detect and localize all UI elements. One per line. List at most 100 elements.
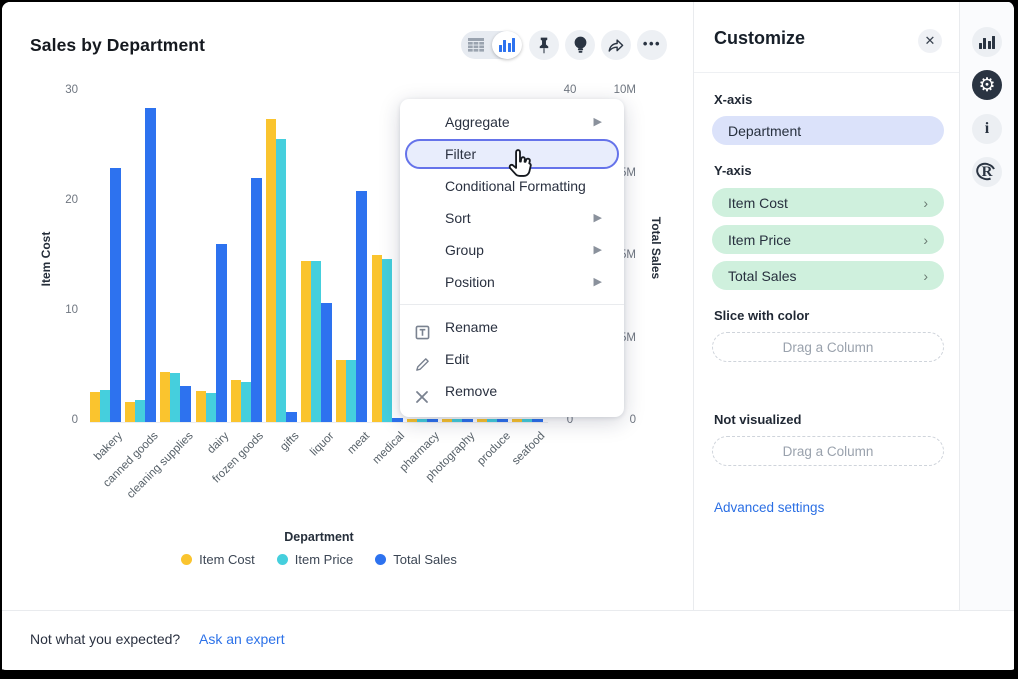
insights-button[interactable]	[565, 30, 595, 60]
bar-item-price[interactable]	[381, 259, 392, 422]
bar-item-cost[interactable]	[336, 360, 347, 422]
bar-item-cost[interactable]	[442, 419, 452, 422]
legend-label: Item Cost	[199, 552, 255, 567]
legend-item[interactable]: Total Sales	[375, 552, 457, 567]
share-button[interactable]	[601, 30, 631, 60]
y-axis-column-pill[interactable]: Item Cost ›	[712, 188, 944, 217]
ask-an-expert-link[interactable]: Ask an expert	[199, 631, 285, 647]
table-view-icon[interactable]	[461, 31, 491, 59]
legend-dot	[181, 554, 193, 565]
not-visualized-drop-zone[interactable]: Drag a Column	[712, 436, 944, 466]
menu-item-group[interactable]: Group ▶	[400, 234, 624, 266]
icon-rail: ⚙ i R	[959, 2, 1014, 610]
bar-item-price[interactable]	[135, 400, 146, 422]
bar-total-sales[interactable]	[215, 244, 227, 422]
x-tick-label: cleaning supplies	[125, 430, 196, 501]
bar-total-sales[interactable]	[286, 412, 297, 422]
bar-total-sales[interactable]	[462, 419, 473, 422]
close-button[interactable]: ✕	[918, 29, 942, 53]
info-rail-button[interactable]: i	[972, 114, 1002, 144]
bar-item-price[interactable]	[522, 419, 533, 422]
x-tick-label: liquor	[308, 430, 337, 459]
bar-item-cost[interactable]	[512, 419, 523, 422]
bar-total-sales[interactable]	[110, 168, 121, 422]
bar-item-cost[interactable]	[371, 255, 382, 422]
bar-total-sales[interactable]	[356, 191, 368, 422]
menu-item-edit[interactable]: Edit	[400, 343, 624, 375]
bar-item-cost[interactable]	[90, 392, 100, 422]
legend-item[interactable]: Item Cost	[181, 552, 255, 567]
y-axis-section-label: Y-axis	[714, 163, 752, 178]
bar-item-cost[interactable]	[195, 391, 206, 422]
bar-item-price[interactable]	[100, 390, 110, 422]
legend-label: Item Price	[294, 552, 354, 567]
share-arrow-icon	[608, 39, 624, 52]
bar-item-price[interactable]	[276, 139, 286, 422]
menu-item-aggregate[interactable]: Aggregate ▶	[400, 106, 624, 138]
chevron-right-icon[interactable]: ›	[923, 231, 928, 248]
context-menu: Aggregate ▶ Filter Conditional Formattin…	[400, 99, 624, 417]
y-axis-column-pill[interactable]: Item Price ›	[712, 225, 944, 254]
bar-item-price[interactable]	[487, 419, 498, 422]
bar-item-price[interactable]	[452, 419, 462, 422]
y-tick-label-right-outer: 0	[629, 414, 636, 426]
bar-item-price[interactable]	[346, 360, 357, 422]
bar-item-cost[interactable]	[301, 261, 312, 422]
pin-button[interactable]	[529, 30, 559, 60]
r-rail-button[interactable]: R	[972, 157, 1002, 187]
bar-item-price[interactable]	[205, 393, 216, 422]
y-axis-column-pill[interactable]: Total Sales ›	[712, 261, 944, 290]
chart-view-icon[interactable]	[492, 31, 522, 59]
advanced-settings-link[interactable]: Advanced settings	[714, 500, 825, 515]
menu-item-sort[interactable]: Sort ▶	[400, 202, 624, 234]
x-axis-column-pill[interactable]: Department	[712, 116, 944, 145]
bar-total-sales[interactable]	[250, 178, 262, 422]
menu-item-remove[interactable]: Remove	[400, 375, 624, 407]
menu-item-conditional-formatting[interactable]: Conditional Formatting	[445, 178, 586, 194]
bar-total-sales[interactable]	[426, 419, 438, 422]
y-tick-label-right-inner: 40	[563, 84, 577, 96]
bar-item-cost[interactable]	[477, 419, 488, 422]
x-tick-label: seafood	[510, 430, 548, 468]
bar-total-sales[interactable]	[145, 108, 157, 422]
settings-rail-button[interactable]: ⚙	[972, 70, 1002, 100]
slice-drop-zone[interactable]: Drag a Column	[712, 332, 944, 362]
x-tick-label: produce	[474, 430, 513, 468]
menu-item-rename[interactable]: Rename	[400, 311, 624, 343]
bar-item-cost[interactable]	[266, 119, 276, 422]
y-tick-label-left: 20	[65, 194, 78, 206]
bar-item-cost[interactable]	[160, 372, 171, 422]
legend-label: Total Sales	[393, 552, 457, 567]
bar-item-cost[interactable]	[406, 419, 417, 422]
chart-icon	[978, 35, 996, 49]
bar-item-price[interactable]	[240, 382, 251, 422]
legend-dot	[276, 554, 288, 565]
footer-question: Not what you expected?	[30, 631, 181, 647]
bar-total-sales[interactable]	[532, 419, 544, 422]
x-tick-label: gifts	[278, 430, 302, 454]
bar-total-sales[interactable]	[321, 303, 333, 422]
bar-total-sales[interactable]	[391, 418, 403, 422]
pencil-icon	[415, 351, 431, 371]
x-icon	[415, 383, 431, 403]
ellipsis-icon: •••	[642, 35, 662, 51]
chart-rail-button[interactable]	[972, 27, 1002, 57]
submenu-arrow-icon: ▶	[593, 116, 602, 128]
legend-item[interactable]: Item Price	[276, 552, 354, 567]
bar-item-price[interactable]	[311, 261, 322, 422]
bar-total-sales[interactable]	[497, 419, 509, 422]
bar-total-sales[interactable]	[180, 386, 192, 422]
chevron-right-icon[interactable]: ›	[923, 194, 928, 211]
more-button[interactable]: •••	[637, 30, 667, 60]
bar-item-price[interactable]	[170, 373, 181, 422]
menu-item-position[interactable]: Position ▶	[400, 266, 624, 298]
bar-item-cost[interactable]	[125, 402, 136, 422]
bar-item-price[interactable]	[416, 419, 427, 422]
view-toggle[interactable]	[461, 31, 522, 59]
info-icon: i	[984, 120, 990, 137]
panel-title: Customize	[714, 28, 806, 48]
x-axis-title: Department	[284, 530, 354, 544]
x-axis-section-label: X-axis	[714, 92, 753, 107]
chevron-right-icon[interactable]: ›	[923, 267, 928, 284]
bar-item-cost[interactable]	[230, 380, 241, 422]
